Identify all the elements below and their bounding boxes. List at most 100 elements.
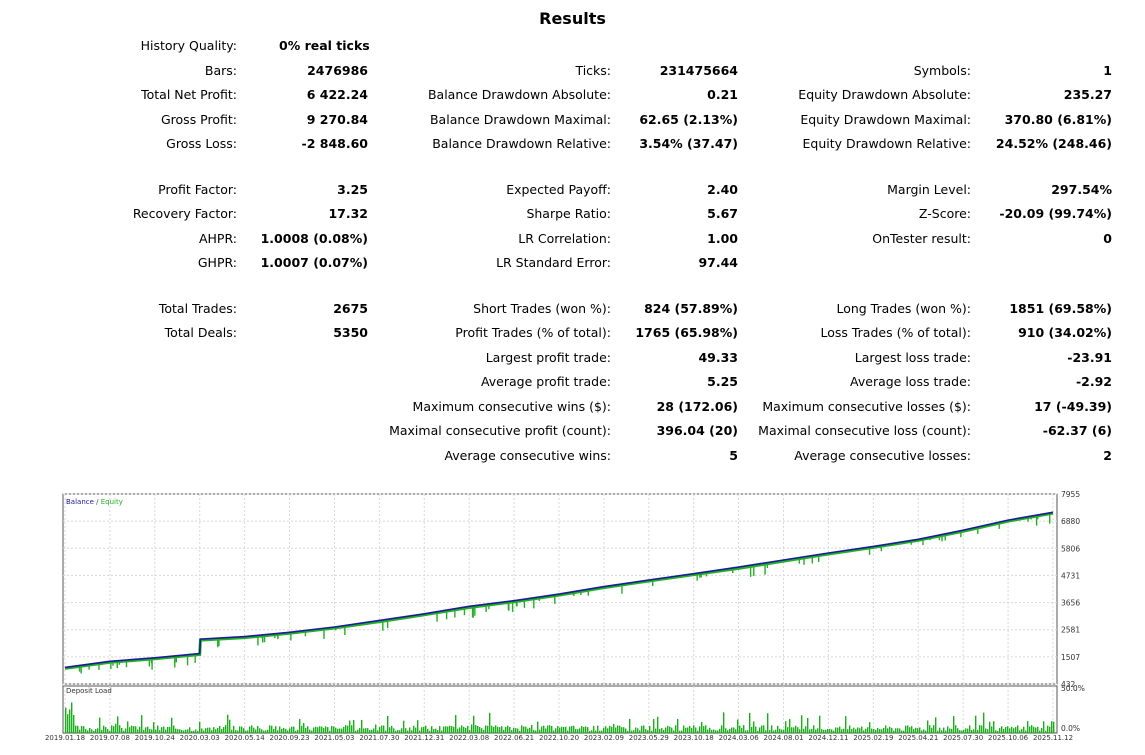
deposit-load-bar <box>653 719 655 733</box>
deposit-load-bar <box>229 719 231 733</box>
deposit-load-bar <box>1015 727 1017 733</box>
deposit-load-bar <box>181 729 183 733</box>
deposit-load-bar <box>715 730 717 733</box>
y-tick-label: 3656 <box>1061 599 1080 608</box>
deposit-load-bar <box>381 725 383 733</box>
stat-label: Profit Factor: <box>158 182 237 197</box>
deposit-load-bar <box>303 722 305 733</box>
deposit-load-bar <box>531 725 533 733</box>
deposit-load-bar <box>571 725 573 733</box>
deposit-load-bar <box>345 725 347 733</box>
deposit-load-bar <box>327 727 329 733</box>
stat-value: 1 <box>1103 63 1112 78</box>
deposit-load-bar <box>183 730 185 733</box>
deposit-load-bar <box>905 725 907 733</box>
stat-label: LR Correlation: <box>518 231 611 246</box>
x-tick-label: 2023.10.18 <box>674 734 714 742</box>
x-tick-label: 2024.08.01 <box>763 734 803 742</box>
x-tick-label: 2025.11.12 <box>1033 734 1073 742</box>
load-y-tick-label: 0.0% <box>1061 724 1080 733</box>
stat-value: 396.04 (20) <box>656 423 738 438</box>
x-tick-label: 2025.10.06 <box>988 734 1029 742</box>
deposit-load-bar <box>1037 726 1039 733</box>
deposit-load-bar <box>459 727 461 733</box>
stat-value: 2.40 <box>707 182 738 197</box>
stat-value: 231475664 <box>659 63 738 78</box>
stat-label: Equity Drawdown Relative: <box>802 136 971 151</box>
deposit-load-bar <box>663 729 665 733</box>
deposit-load-bar <box>627 730 629 733</box>
deposit-load-bar <box>153 722 155 733</box>
deposit-load-bar <box>1043 721 1045 733</box>
deposit-load-bar <box>393 728 395 733</box>
grid <box>63 493 1057 733</box>
deposit-load-bar <box>639 730 641 733</box>
deposit-load-bar <box>433 729 435 733</box>
deposit-load-bar <box>603 727 605 733</box>
deposit-load-bar <box>495 725 497 733</box>
stat-value: 62.65 (2.13%) <box>639 112 738 127</box>
deposit-load-bar <box>137 729 139 733</box>
deposit-load-bar <box>83 726 85 733</box>
deposit-load-bar <box>935 717 937 733</box>
deposit-load-bar <box>517 728 519 733</box>
deposit-load-bar <box>401 728 403 733</box>
stat-label: Average loss trade: <box>850 374 971 389</box>
stat-label: Loss Trades (% of total): <box>820 325 971 340</box>
deposit-load-bar <box>821 729 823 733</box>
deposit-load-bar <box>911 726 913 733</box>
deposit-load-bar <box>1013 728 1015 733</box>
deposit-load-bar <box>817 728 819 733</box>
deposit-load-bar <box>833 730 835 733</box>
stat-value: 3.54% (37.47) <box>639 136 738 151</box>
deposit-load-bar <box>477 725 479 733</box>
balance-line <box>64 511 1054 669</box>
deposit-load-bar <box>601 730 603 733</box>
deposit-load-bar <box>1039 730 1041 733</box>
deposit-load-bar <box>901 730 903 733</box>
stat-value: 910 (34.02%) <box>1018 325 1112 340</box>
deposit-load-bar <box>739 725 741 733</box>
deposit-load-bar <box>413 725 415 733</box>
deposit-load-bar <box>535 730 537 733</box>
deposit-load-bar <box>167 726 169 733</box>
deposit-load-bar <box>537 721 539 733</box>
deposit-load-bar <box>769 730 771 733</box>
deposit-load-bar <box>809 729 811 733</box>
deposit-load-bar <box>771 725 773 733</box>
deposit-load-bar <box>923 729 925 733</box>
deposit-load-bar <box>1051 721 1053 733</box>
deposit-load-bar <box>271 725 273 733</box>
deposit-load-bar <box>945 730 947 733</box>
deposit-load-bar <box>547 725 549 733</box>
deposit-load-bar <box>351 725 353 733</box>
deposit-load-bar <box>443 726 445 733</box>
deposit-load-bar <box>657 716 659 733</box>
deposit-load-bar <box>949 728 951 733</box>
deposit-load-bar <box>71 702 73 733</box>
deposit-load-bar <box>965 728 967 733</box>
deposit-load-bar <box>577 729 579 733</box>
deposit-load-bar <box>957 728 959 733</box>
deposit-load-bar <box>551 725 553 733</box>
deposit-load-bar <box>857 727 859 733</box>
deposit-load-bar <box>539 729 541 733</box>
stat-value: 370.80 (6.81%) <box>1004 112 1112 127</box>
deposit-load-bar <box>567 730 569 733</box>
deposit-load-bar <box>341 728 343 733</box>
deposit-load-bar <box>1011 726 1013 733</box>
deposit-load-bar <box>943 727 945 733</box>
x-tick-label: 2022.03.08 <box>449 734 489 742</box>
deposit-load-bar <box>81 725 83 733</box>
deposit-load-bar <box>691 728 693 733</box>
deposit-load-bar <box>991 726 993 733</box>
deposit-load-bar <box>755 726 757 733</box>
deposit-load-bar <box>647 730 649 733</box>
deposit-load-bar <box>265 730 267 733</box>
deposit-load-bar <box>471 724 473 733</box>
stat-label: Margin Level: <box>887 182 971 197</box>
deposit-load-bar <box>841 729 843 733</box>
deposit-load-bar <box>803 728 805 733</box>
x-tick-label: 2025.02.19 <box>853 734 893 742</box>
deposit-load-bar <box>827 728 829 733</box>
